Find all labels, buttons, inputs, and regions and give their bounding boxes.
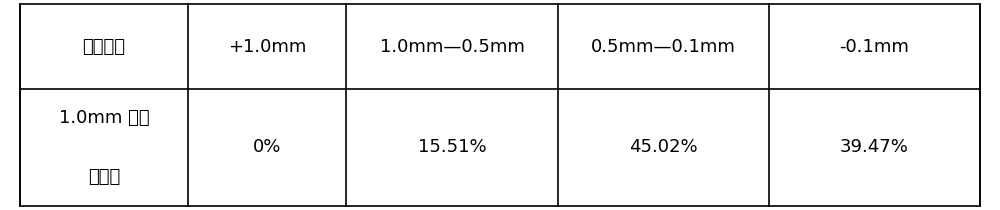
Text: 45.02%: 45.02% <box>629 138 698 156</box>
Text: +1.0mm: +1.0mm <box>228 38 306 55</box>
Text: 八洗中煤: 八洗中煤 <box>82 38 126 55</box>
Text: 39.47%: 39.47% <box>840 138 909 156</box>
Text: 15.51%: 15.51% <box>418 138 486 156</box>
Text: 1.0mm—0.5mm: 1.0mm—0.5mm <box>380 38 524 55</box>
Text: -0.1mm: -0.1mm <box>839 38 909 55</box>
Text: 1.0mm 隔粗

筛下物: 1.0mm 隔粗 筛下物 <box>59 109 149 186</box>
Text: 0%: 0% <box>253 138 281 156</box>
Text: 0.5mm—0.1mm: 0.5mm—0.1mm <box>591 38 736 55</box>
